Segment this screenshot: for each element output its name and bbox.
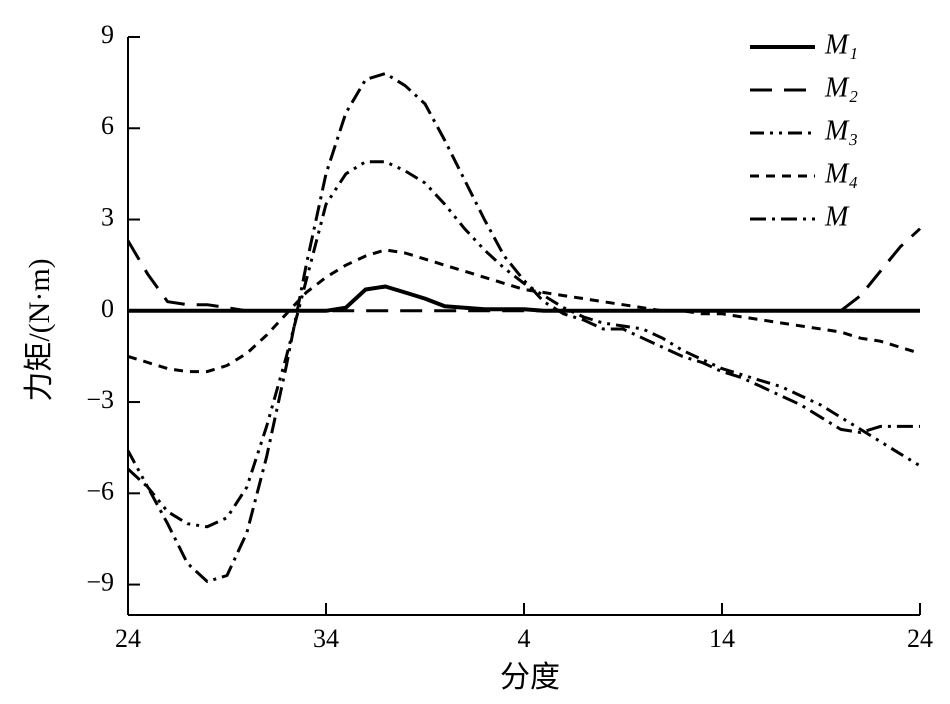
y-tick-label: −6 <box>86 476 114 505</box>
legend-label: M₂ <box>824 72 858 103</box>
legend-label: M <box>824 201 850 232</box>
y-axis-title: 力矩/(N·m) <box>23 258 56 401</box>
y-tick-label: 0 <box>101 294 114 323</box>
y-tick-label: −9 <box>86 568 114 597</box>
x-tick-label: 24 <box>907 624 933 653</box>
y-tick-label: 6 <box>101 111 114 140</box>
x-tick-label: 4 <box>518 624 531 653</box>
legend-label: M₃ <box>824 115 858 146</box>
series-line <box>127 248 921 374</box>
x-axis-title: 分度 <box>500 661 560 694</box>
series-line <box>126 227 922 313</box>
series-line <box>128 284 920 313</box>
x-tick-label: 34 <box>313 624 339 653</box>
x-tick-label: 24 <box>115 624 141 653</box>
series-line <box>126 72 920 583</box>
series-line <box>126 160 921 529</box>
x-tick-label: 14 <box>709 624 735 653</box>
legend-label: M₄ <box>824 158 858 189</box>
legend-label: M₁ <box>824 29 858 60</box>
y-tick-label: 9 <box>101 20 114 49</box>
y-tick-label: 3 <box>101 202 114 231</box>
y-tick-label: −3 <box>86 385 114 414</box>
